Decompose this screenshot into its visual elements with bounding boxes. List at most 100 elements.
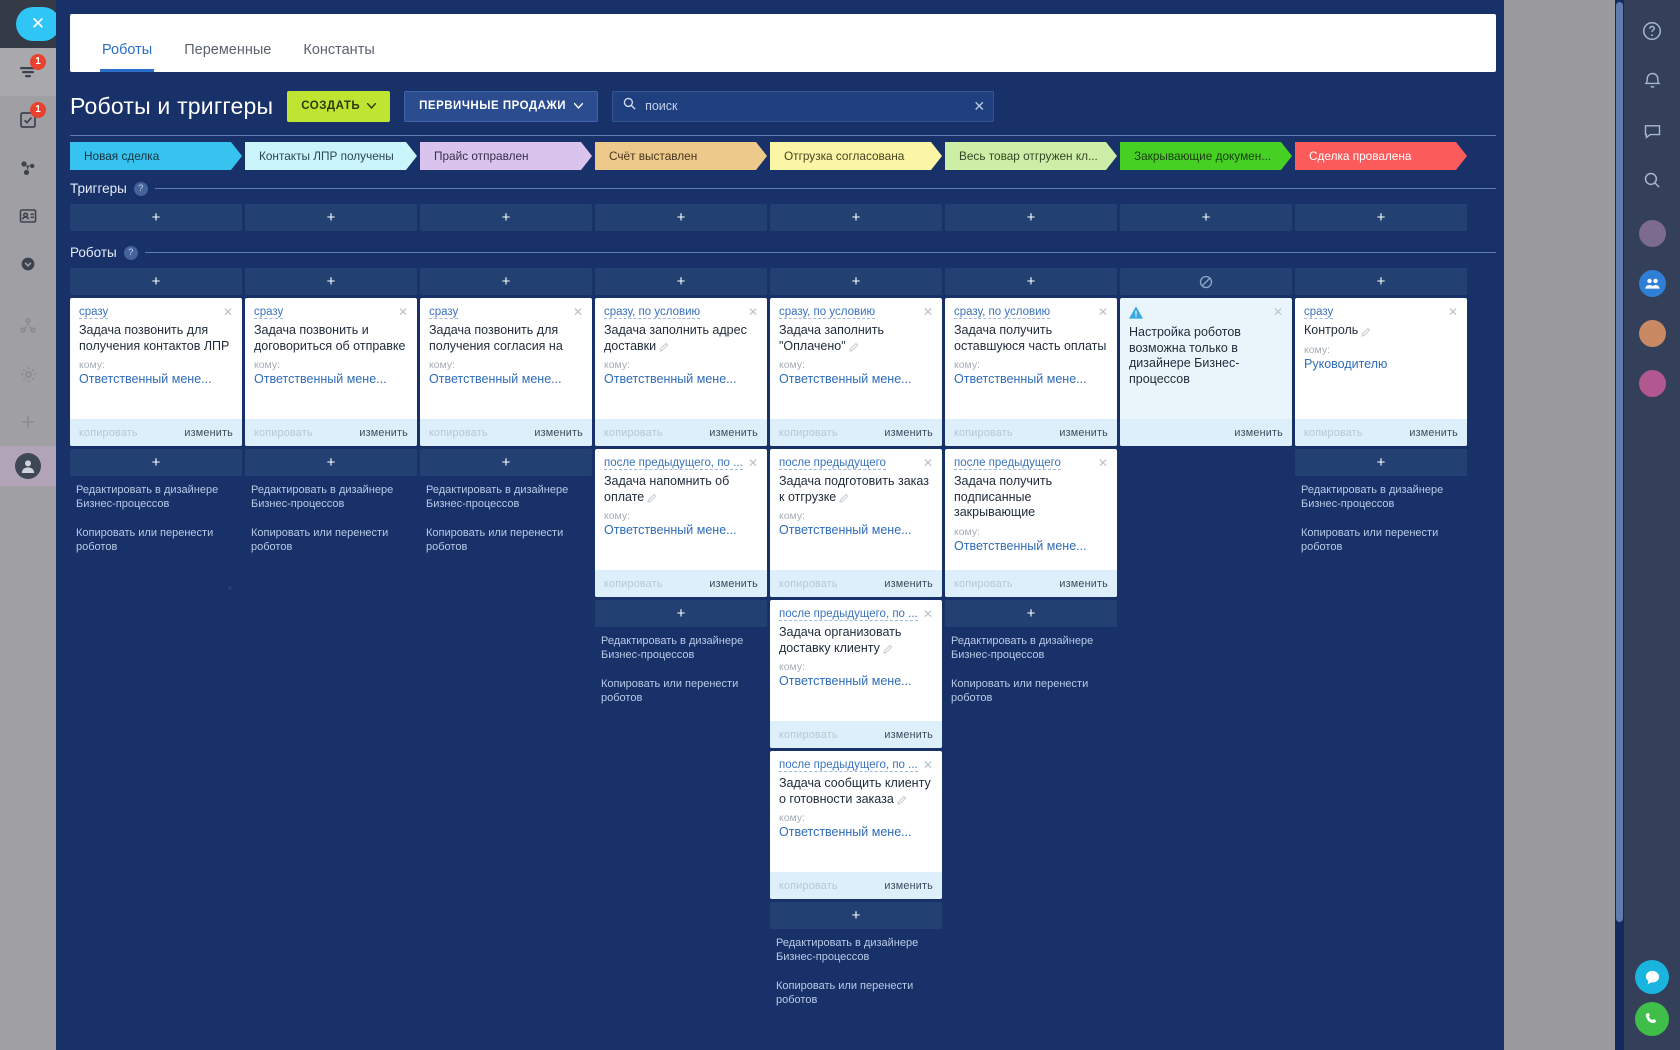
edit-link[interactable]: изменить [1409,426,1458,439]
sidebar-item-plus[interactable] [0,398,56,446]
assignee-value[interactable]: Ответственный мене... [604,523,737,537]
copy-link[interactable]: копировать [604,426,663,439]
close-x-icon[interactable]: ✕ [1097,456,1108,470]
close-x-icon[interactable]: ✕ [16,7,60,41]
pencil-icon[interactable] [848,341,859,352]
sidebar-item-feed[interactable]: 1 [0,48,56,96]
question-mark-icon[interactable]: ? [133,181,148,196]
add-robot-button[interactable]: + [420,268,592,295]
robot-condition[interactable]: после предыдущего, по ... [779,608,918,621]
copy-move-robots-link[interactable]: Копировать или перенести роботов [251,527,389,553]
copy-link[interactable]: копировать [954,426,1013,439]
stage-chip-4[interactable]: Счёт выставлен [595,142,767,170]
edit-link[interactable]: изменить [534,426,583,439]
robot-card[interactable]: после предыдущего ✕ Задача подготовить зак… [770,449,942,597]
copy-link[interactable]: копировать [79,426,138,439]
assignee-value[interactable]: Ответственный мене... [954,372,1087,386]
close-x-icon[interactable]: ✕ [747,456,758,470]
close-x-icon[interactable]: ✕ [222,305,233,319]
add-trigger-button[interactable]: + [770,204,942,231]
stage-chip-1[interactable]: Новая сделка [70,142,242,170]
edit-in-designer-link[interactable]: Редактировать в дизайнере Бизнес-процессо… [76,484,219,510]
robot-card[interactable]: ✕ Настройка роботов возможна только в диз… [1120,298,1292,446]
sidebar-item-tasks[interactable]: 1 [0,96,56,144]
pencil-icon[interactable] [883,643,893,654]
telephony-icon[interactable] [1635,1002,1669,1036]
pencil-icon[interactable] [1361,326,1371,337]
assignee-value[interactable]: Ответственный мене... [779,674,912,688]
avatar[interactable] [1624,308,1680,358]
assignee-value[interactable]: Ответственный мене... [779,825,912,839]
pencil-icon[interactable] [839,492,849,503]
edit-link[interactable]: изменить [1059,577,1108,590]
stage-chip-5[interactable]: Отгрузка согласована [770,142,942,170]
edit-in-designer-link[interactable]: Редактировать в дизайнере Бизнес-процессо… [1301,484,1444,510]
close-x-icon[interactable]: ✕ [572,305,583,319]
assignee-value[interactable]: Ответственный мене... [604,372,737,386]
assignee-value[interactable]: Ответственный мене... [429,372,562,386]
edit-in-designer-link[interactable]: Редактировать в дизайнере Бизнес-процессо… [776,937,919,963]
robot-card[interactable]: сразу ✕ Контроль кому: Руководителю копироват… [1295,298,1467,446]
assignee-value[interactable]: Ответственный мене... [954,538,1087,553]
robot-condition[interactable]: после предыдущего [954,457,1061,470]
close-x-icon[interactable]: ✕ [1097,305,1108,319]
robot-condition[interactable]: сразу [79,306,109,319]
close-x-icon[interactable]: ✕ [922,305,933,319]
search-input[interactable] [645,99,965,113]
search-icon[interactable] [1624,158,1680,208]
robot-condition[interactable]: сразу, по условию [604,306,701,319]
close-x-icon[interactable]: ✕ [922,607,933,621]
add-robot-button[interactable]: + [945,268,1117,295]
group-avatar-icon[interactable] [1624,258,1680,308]
notification-bell-icon[interactable] [1624,58,1680,108]
sidebar-item-crm[interactable] [0,144,56,192]
robot-card[interactable]: сразу ✕ Задача позвонить для получения сог… [420,298,592,446]
add-robot-button[interactable]: + [595,600,767,627]
robot-condition[interactable]: после предыдущего, по ... [604,457,743,470]
add-robot-button[interactable]: + [245,449,417,476]
pencil-icon[interactable] [897,794,907,805]
edit-link[interactable]: изменить [884,577,933,590]
vertical-scrollbar-thumb[interactable] [1616,2,1623,922]
help-question-icon[interactable] [1624,8,1680,58]
robot-card[interactable]: после предыдущего, по ... ✕ Задача организ… [770,600,942,748]
stage-chip-8[interactable]: Сделка провалена [1295,142,1467,170]
robot-card[interactable]: после предыдущего, по ... ✕ Задача сообщит… [770,751,942,899]
close-x-icon[interactable]: ✕ [1272,305,1283,319]
edit-in-designer-link[interactable]: Редактировать в дизайнере Бизнес-процессо… [251,484,394,510]
add-robot-button[interactable]: + [945,600,1117,627]
copy-link[interactable]: копировать [254,426,313,439]
add-trigger-button[interactable]: + [1120,204,1292,231]
assignee-value[interactable]: Ответственный мене... [779,523,912,537]
robot-card[interactable]: сразу ✕ Задача позвонить для получения кон… [70,298,242,446]
copy-link[interactable]: копировать [779,426,838,439]
avatar[interactable] [1624,358,1680,408]
funnel-selector-button[interactable]: ПЕРВИЧНЫЕ ПРОДАЖИ [404,90,599,122]
edit-link[interactable]: изменить [884,879,933,892]
robot-card[interactable]: сразу, по условию ✕ Задача заполнить "Опла… [770,298,942,446]
robot-condition[interactable]: сразу [429,306,459,319]
add-robot-button[interactable]: + [420,449,592,476]
edit-link[interactable]: изменить [359,426,408,439]
edit-in-designer-link[interactable]: Редактировать в дизайнере Бизнес-процессо… [426,484,569,510]
tab-variables[interactable]: Переменные [184,42,272,58]
robot-card[interactable]: после предыдущего, по ... ✕ Задача напомни… [595,449,767,597]
add-robot-button[interactable]: + [245,268,417,295]
open-lines-icon[interactable] [1635,960,1669,994]
chat-bubble-icon[interactable] [1624,108,1680,158]
edit-link[interactable]: изменить [1059,426,1108,439]
add-trigger-button[interactable]: + [945,204,1117,231]
edit-link[interactable]: изменить [709,426,758,439]
assignee-value[interactable]: Ответственный мене... [779,372,912,386]
assignee-value[interactable]: Ответственный мене... [254,372,387,386]
edit-link[interactable]: изменить [709,577,758,590]
close-x-icon[interactable]: ✕ [747,305,758,319]
search-box[interactable]: ✕ [612,90,995,122]
pencil-icon[interactable] [659,341,669,352]
add-trigger-button[interactable]: + [1295,204,1467,231]
edit-link[interactable]: изменить [184,426,233,439]
stage-chip-2[interactable]: Контакты ЛПР получены [245,142,417,170]
pencil-icon[interactable] [647,492,657,503]
robot-condition[interactable]: сразу [254,306,284,319]
copy-move-robots-link[interactable]: Копировать или перенести роботов [776,980,914,1006]
